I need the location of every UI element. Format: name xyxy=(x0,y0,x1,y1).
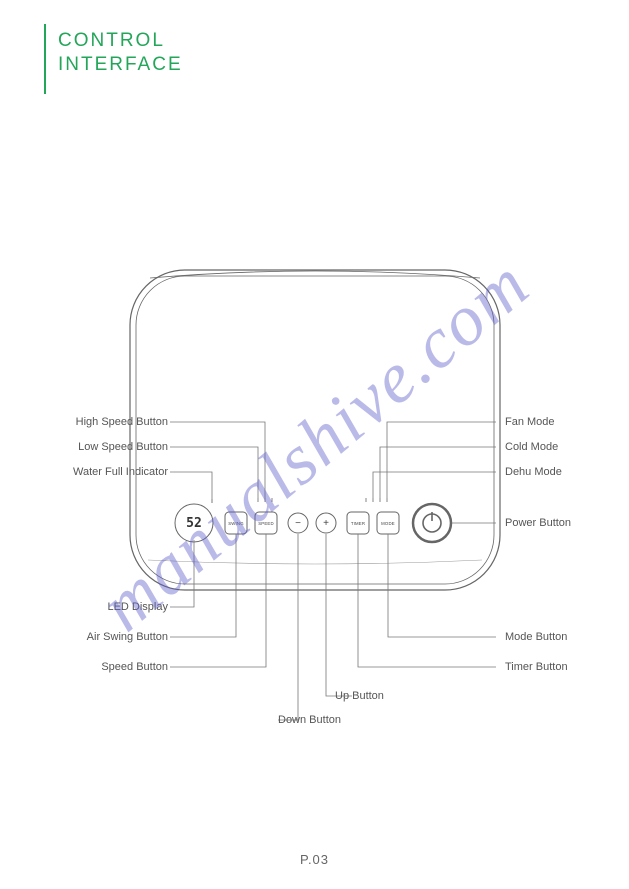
label-fan-mode: Fan Mode xyxy=(505,416,555,428)
label-high-speed: High Speed Button xyxy=(60,416,168,428)
label-led-display: LED Display xyxy=(60,601,168,613)
label-dehu-mode: Dehu Mode xyxy=(505,466,562,478)
label-air-swing: Air Swing Button xyxy=(60,631,168,643)
svg-text:−: − xyxy=(295,518,301,529)
label-speed-btn: Speed Button xyxy=(60,661,168,673)
svg-text:MODE: MODE xyxy=(381,521,395,526)
svg-text:+: + xyxy=(323,518,329,529)
label-low-speed: Low Speed Button xyxy=(60,441,168,453)
label-mode-btn: Mode Button xyxy=(505,631,567,643)
label-water-full: Water Full Indicator xyxy=(60,466,168,478)
svg-text:SPEED: SPEED xyxy=(258,521,274,526)
label-power-btn: Power Button xyxy=(505,517,571,529)
label-timer-btn: Timer Button xyxy=(505,661,568,673)
page-number: P.03 xyxy=(0,852,629,867)
label-up-btn: Up Button xyxy=(335,690,384,702)
label-down-btn: Down Button xyxy=(278,714,341,726)
svg-text:52: 52 xyxy=(186,516,202,531)
label-cold-mode: Cold Mode xyxy=(505,441,558,453)
svg-text:TIMER: TIMER xyxy=(351,521,365,526)
svg-text:SWING: SWING xyxy=(228,521,244,526)
